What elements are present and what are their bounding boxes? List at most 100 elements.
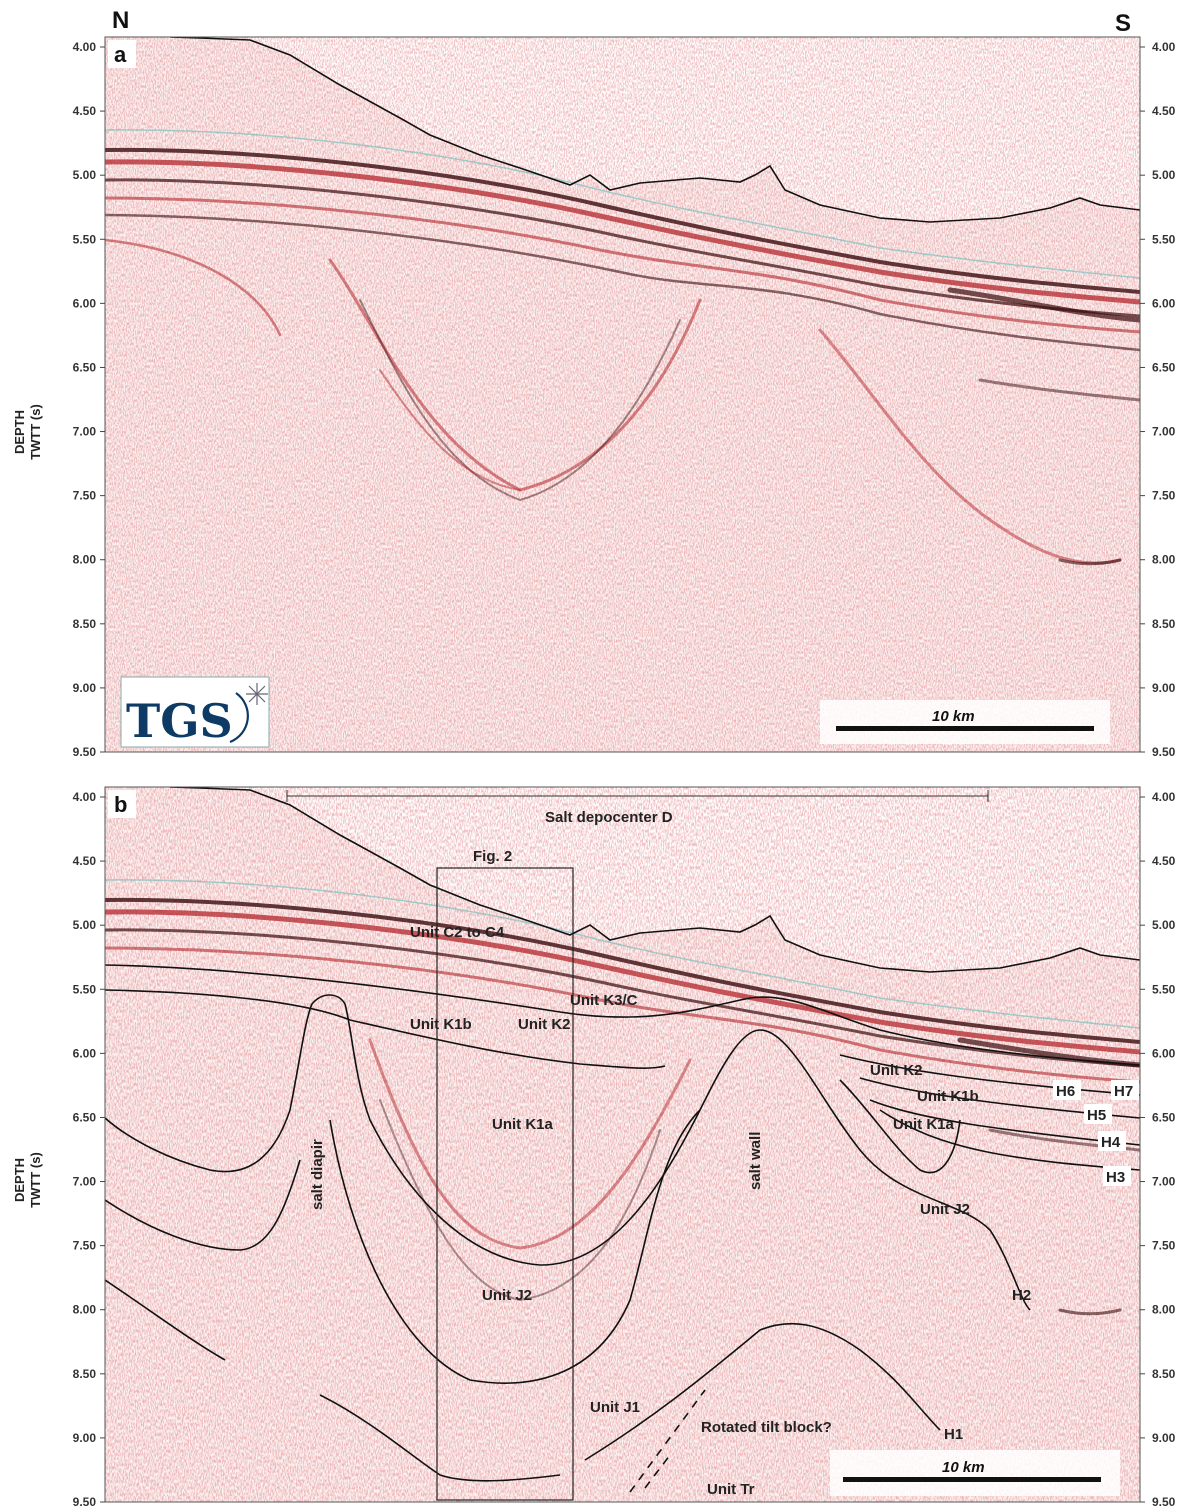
panel-a-frame (104, 36, 1141, 753)
tick-label-b-left: 6.50 (73, 1110, 97, 1124)
panel-a-letter: a (114, 42, 127, 67)
tick-label-b-right: 7.50 (1152, 1239, 1176, 1253)
horizon-h1-label: H1 (944, 1426, 963, 1443)
south-label: S (1115, 10, 1131, 37)
tick-label-b-right: 5.00 (1152, 918, 1176, 932)
tick-label-b-right: 5.50 (1152, 982, 1176, 996)
unit-j2-right-label: Unit J2 (920, 1201, 970, 1218)
tgs-logo-arc-icon (229, 692, 249, 744)
tick-label-a-right: 8.00 (1152, 553, 1176, 567)
tick-label-a-right: 4.50 (1152, 104, 1176, 118)
unit-k2-right-label: Unit K2 (870, 1062, 923, 1079)
tick-label-a-left: 9.50 (73, 745, 97, 759)
panel-b-seafloor (169, 787, 1140, 973)
panel-a: a TGS 10 km (104, 36, 1141, 753)
horizon-k1b (349, 1019, 666, 1069)
tgs-logo-star-icon (246, 683, 268, 705)
unit-j2-left-label: Unit J2 (482, 1287, 532, 1304)
tick-label-b-right: 7.00 (1152, 1175, 1176, 1189)
tick-label-a-right: 5.00 (1152, 168, 1176, 182)
tick-label-a-right: 4.00 (1152, 40, 1176, 54)
tick-label-b-left: 5.00 (73, 918, 97, 932)
tick-label-b-left: 8.00 (73, 1303, 97, 1317)
tick-label-b-left: 5.50 (73, 982, 97, 996)
horizon-k1a-right (869, 1099, 1140, 1146)
salt-diapir-base (105, 1159, 301, 1251)
tick-label-b-left: 4.50 (73, 854, 97, 868)
tick-label-a-left: 5.50 (73, 232, 97, 246)
salt-wall-right-flank (839, 1079, 961, 1174)
tick-label-b-left: 6.00 (73, 1046, 97, 1060)
tick-label-b-right: 6.00 (1152, 1046, 1176, 1060)
tick-label-a-left: 4.50 (73, 104, 97, 118)
panel-a-scale-label: 10 km (932, 708, 975, 725)
panel-a-scale-bar: 10 km (820, 700, 1110, 744)
horizon-h7-label: H7 (1114, 1083, 1133, 1100)
tick-label-b-right: 8.00 (1152, 1303, 1176, 1317)
tick-label-a-left: 6.50 (73, 360, 97, 374)
panel-a-noise (105, 37, 1140, 752)
fig2-label: Fig. 2 (473, 848, 512, 865)
unit-k3c-label: Unit K3/C (570, 992, 638, 1009)
tick-label-a-left: 6.00 (73, 296, 97, 310)
tick-label-b-right: 4.00 (1152, 790, 1176, 804)
depth-axes: 4.00 4.00 4.50 4.50 5.00 5.00 5.50 5.50 6.00 6.00… (73, 40, 1176, 1509)
tick-label-a-right: 5.50 (1152, 232, 1176, 246)
horizon-h5-label: H5 (1087, 1107, 1106, 1124)
panel-a-letter-box (108, 40, 136, 68)
tick-label-a-left: 8.00 (73, 553, 97, 567)
salt-diapir-label: salt diapir (309, 1139, 326, 1210)
tick-label-b-right: 6.50 (1152, 1110, 1176, 1124)
horizon-j2-base (329, 1109, 701, 1384)
tick-label-b-left: 4.00 (73, 790, 97, 804)
panel-b-letter-box (108, 790, 136, 818)
axis-title-a-line1: DEPTH (12, 410, 27, 454)
panel-b-noise (105, 787, 1140, 1502)
unit-k1a-left-label: Unit K1a (492, 1116, 554, 1133)
horizon-j1-block (584, 1322, 941, 1461)
axis-title-b-line2: TWTT (s) (28, 1152, 43, 1208)
tick-label-b-left: 7.00 (73, 1175, 97, 1189)
tick-label-b-left: 9.50 (73, 1495, 97, 1509)
tgs-logo-text: TGS (126, 694, 233, 748)
horizon-h3-label: H3 (1106, 1169, 1125, 1186)
depocenter-label: Salt depocenter D (545, 809, 673, 826)
unit-tr-label: Unit Tr (707, 1481, 755, 1498)
tick-label-a-right: 8.50 (1152, 617, 1176, 631)
horizon-h4-label: H4 (1101, 1134, 1121, 1151)
panel-b-frame (104, 786, 1141, 1503)
horizon-h3 (879, 1109, 1140, 1171)
tick-label-a-left: 4.00 (73, 40, 97, 54)
unit-c2-c4-label: Unit C2 to C4 (410, 924, 505, 941)
tick-label-a-left: 8.50 (73, 617, 97, 631)
horizon-base-deep (319, 1394, 561, 1482)
unit-labels: Unit C2 to C4 Unit K3/C Unit K1b Unit K2… (309, 924, 979, 1498)
horizon-k2-right (839, 1054, 1140, 1096)
tick-label-b-left: 9.00 (73, 1431, 97, 1445)
tick-label-a-right: 6.50 (1152, 360, 1176, 374)
tilt-block-label: Rotated tilt block? (701, 1419, 832, 1436)
salt-wall-label: salt wall (747, 1132, 764, 1190)
horizon-k3c-base (105, 964, 1140, 1066)
panel-b: b Salt depocenter D Fig. 2 Unit C2 to C4… (104, 786, 1141, 1503)
tick-label-b-left: 7.50 (73, 1239, 97, 1253)
panel-a-reflectors (105, 129, 1140, 566)
horizon-base-left (105, 1279, 226, 1361)
unit-k1a-right-label: Unit K1a (893, 1116, 955, 1133)
panel-b-scale-label: 10 km (942, 1459, 985, 1476)
salt-diapir-outline (105, 994, 701, 1266)
axis-title-b-line1: DEPTH (12, 1158, 27, 1202)
horizon-h6-label: H6 (1056, 1083, 1075, 1100)
tick-label-b-right: 8.50 (1152, 1367, 1176, 1381)
fault-dashed-2 (644, 1454, 671, 1489)
fault-dashed-1 (629, 1389, 706, 1493)
horizon-labels: H6 H7 H5 H4 H3 H2 H1 (944, 1080, 1139, 1443)
unit-k1b-left-label: Unit K1b (410, 1016, 472, 1033)
depocenter-span (286, 790, 989, 802)
tick-label-a-left: 7.50 (73, 489, 97, 503)
horizon-h2-label: H2 (1012, 1287, 1031, 1304)
panel-b-letter: b (114, 792, 127, 817)
panel-a-seafloor (169, 37, 1140, 223)
unit-j1-label: Unit J1 (590, 1399, 640, 1416)
